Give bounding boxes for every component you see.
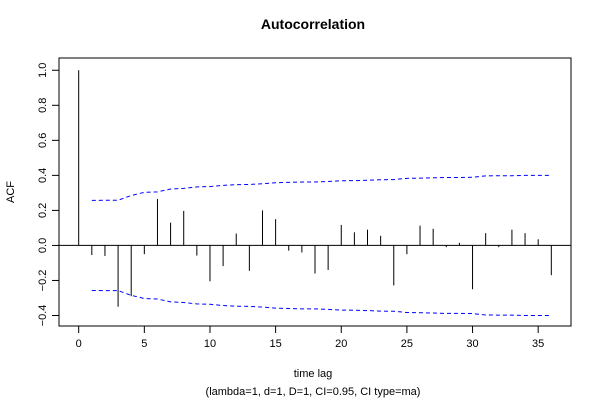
ci-lower-line	[91, 289, 552, 316]
y-tick-label: 0.6	[37, 133, 49, 148]
plot-layer	[59, 70, 571, 316]
y-tick-label: 0.8	[37, 98, 49, 113]
y-tick-label: 0.4	[37, 168, 49, 183]
x-tick-label: 0	[76, 338, 82, 350]
y-tick-label: −0.2	[37, 270, 49, 292]
x-tick-label: 35	[532, 338, 544, 350]
x-tick-label: 25	[401, 338, 413, 350]
x-tick-label: 15	[269, 338, 281, 350]
x-tick-label: 5	[141, 338, 147, 350]
x-tick-label: 30	[466, 338, 478, 350]
y-axis-label: ACF	[5, 181, 17, 203]
ci-upper-line	[91, 174, 552, 201]
x-tick-label: 20	[335, 338, 347, 350]
plot-frame	[58, 57, 572, 327]
x-axis: 0 5 10 15 20 25 30 35	[76, 325, 544, 350]
y-tick-label: 0.0	[37, 238, 49, 253]
x-tick-label: 10	[204, 338, 216, 350]
chart-subtitle: (lambda=1, d=1, D=1, CI=0.95, CI type=ma…	[206, 386, 421, 398]
y-tick-label: 1.0	[37, 63, 49, 78]
y-tick-label: −0.4	[37, 305, 49, 327]
x-axis-label: time lag	[294, 368, 333, 380]
y-tick-label: 0.2	[37, 203, 49, 218]
chart-title: Autocorrelation	[261, 16, 365, 32]
y-axis: −0.4 −0.2 0.0 0.2 0.4 0.6 0.8 1.0	[37, 63, 60, 327]
